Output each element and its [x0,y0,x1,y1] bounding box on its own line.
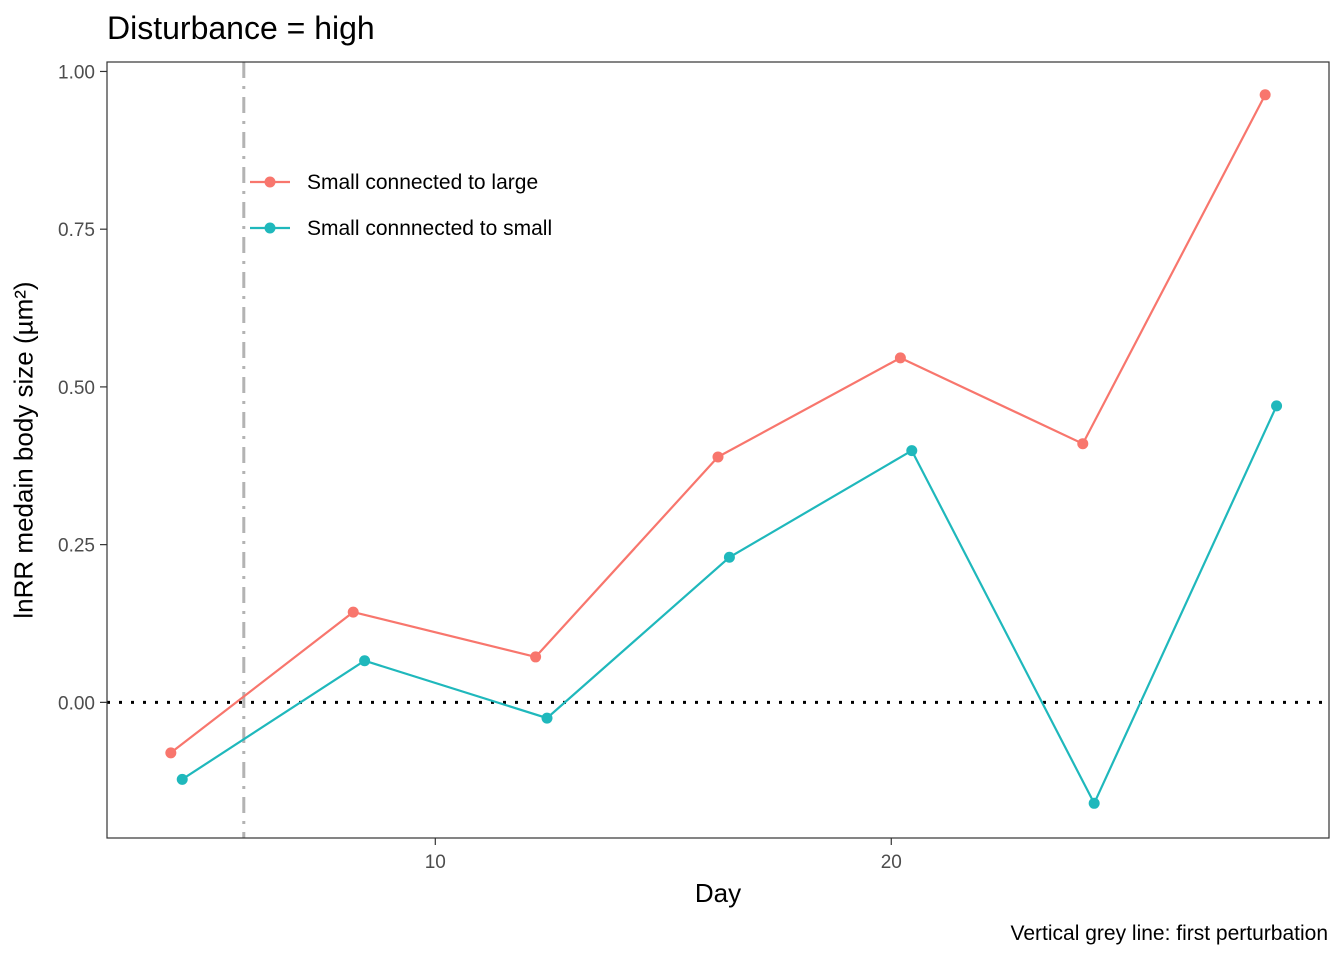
data-point-1-3 [723,551,735,563]
chart-title: Disturbance = high [107,10,375,46]
y-tick-label-4: 1.00 [58,62,95,83]
y-tick-label-2: 0.50 [58,378,95,399]
x-tick-label-0: 10 [425,852,446,873]
data-point-1-0 [176,773,188,785]
data-point-1-6 [1271,400,1283,412]
data-point-0-0 [165,747,177,759]
legend-label-0: Small connected to large [307,171,538,194]
x-axis-label: Day [694,878,742,908]
data-point-1-1 [359,655,371,667]
data-point-0-6 [1259,89,1271,101]
y-tick-label-3: 0.75 [58,220,95,241]
data-point-1-2 [541,712,553,724]
chart-caption: Vertical grey line: first perturbation [1010,922,1328,945]
series-line-1 [181,405,1278,806]
y-tick-label-0: 0.00 [58,693,95,714]
chart-legend: Small connected to large Small connnected… [250,171,552,240]
data-point-0-2 [530,651,542,663]
data-point-0-1 [347,606,359,618]
data-point-1-4 [906,445,918,457]
y-tick-label-1: 0.25 [58,536,95,557]
plot-panel-border [106,61,1330,839]
chart-marks [107,62,1329,838]
data-point-0-4 [894,352,906,364]
data-point-1-5 [1088,797,1100,809]
legend-label-1: Small connnected to small [307,217,552,240]
data-point-0-3 [712,451,724,463]
x-tick-label-1: 20 [881,852,902,873]
legend-key-point-1 [264,222,276,234]
data-point-0-5 [1077,438,1089,450]
chart-axes: 0.00 0.25 0.50 0.75 1.00 10 20 [58,62,902,873]
legend-key-point-0 [264,176,276,188]
